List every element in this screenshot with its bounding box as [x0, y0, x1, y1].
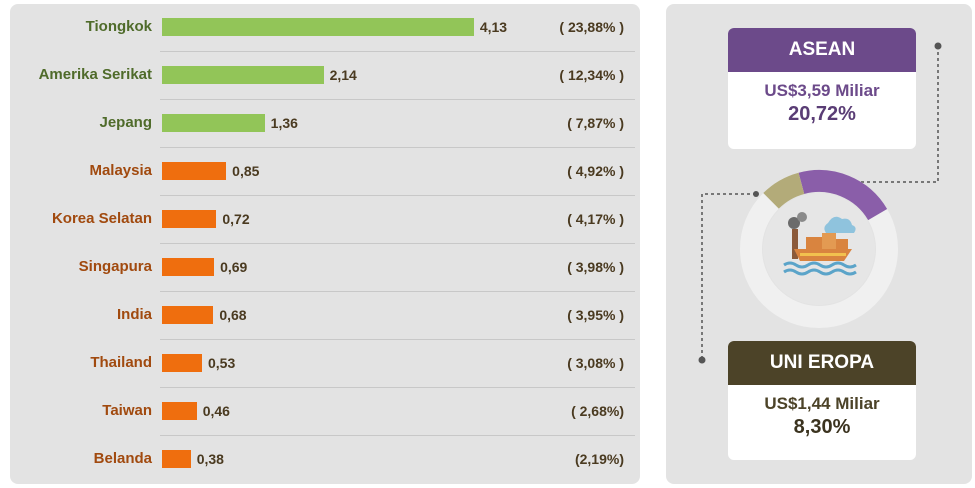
- bar: [162, 66, 324, 84]
- row-divider: [160, 51, 635, 52]
- bar-percent-label: ( 3,98% ): [567, 259, 624, 275]
- bar-percent-label: ( 2,68%): [571, 403, 624, 419]
- bar-value-label: 0,38: [196, 451, 224, 467]
- uni-eropa-title: UNI EROPA: [728, 341, 916, 385]
- bar: [162, 306, 214, 324]
- bar-percent-label: ( 12,34% ): [559, 67, 624, 83]
- uni-eropa-amount: US$1,44 Miliar: [764, 394, 880, 413]
- bar: [162, 450, 191, 468]
- export-bar-chart-panel: Tiongkok 4,13 ( 23,88% ) Amerika Serikat 2,1…: [10, 4, 640, 484]
- bar: [162, 210, 217, 228]
- asean-card: ASEAN US$3,59 Miliar 20,72%: [728, 28, 916, 149]
- asean-percent: 20,72%: [788, 103, 856, 125]
- bar-percent-label: ( 3,95% ): [567, 307, 624, 323]
- row-divider: [160, 339, 635, 340]
- bar-value-label: 0,53: [208, 355, 236, 371]
- donut-segment-asean: [798, 170, 888, 221]
- row-divider: [160, 147, 635, 148]
- row-divider: [160, 99, 635, 100]
- bar-value-label: 0,68: [219, 307, 247, 323]
- bar-label: Jepang: [99, 114, 152, 131]
- bar-percent-label: ( 4,92% ): [567, 163, 624, 179]
- row-divider: [160, 243, 635, 244]
- bar-value-label: 4,13: [479, 19, 508, 35]
- bar-value-label: 2,14: [329, 67, 357, 83]
- bar-label: Belanda: [93, 450, 152, 467]
- bar-label: Taiwan: [102, 402, 152, 419]
- bar: [162, 114, 265, 132]
- row-divider: [160, 435, 635, 436]
- bar-percent-label: (2,19%): [574, 451, 624, 467]
- bar-value-label: 0,46: [202, 403, 230, 419]
- bar-label: India: [116, 306, 152, 323]
- bar-label: Tiongkok: [85, 18, 152, 35]
- bar: [162, 402, 197, 420]
- port-ship-icon: [783, 212, 857, 276]
- bar-value-label: 0,85: [232, 163, 260, 179]
- bar-value-label: 1,36: [270, 115, 298, 131]
- bar-percent-label: ( 3,08% ): [567, 355, 624, 371]
- donut-segment-uni-eropa: [763, 172, 805, 209]
- bar-label: Korea Selatan: [51, 210, 152, 227]
- bar-label: Amerika Serikat: [38, 66, 152, 83]
- asean-amount: US$3,59 Miliar: [764, 81, 880, 100]
- row-divider: [160, 387, 635, 388]
- uni-eropa-card: UNI EROPA US$1,44 Miliar 8,30%: [728, 341, 916, 460]
- bar: [162, 354, 202, 372]
- uni-eropa-percent: 8,30%: [793, 416, 851, 438]
- bar-percent-label: ( 23,88% ): [559, 19, 624, 35]
- bar-label: Malaysia: [89, 162, 152, 179]
- regional-summary-panel: ASEAN US$3,59 Miliar 20,72% UNI EROPA US…: [666, 4, 972, 484]
- bar: [162, 18, 474, 36]
- row-divider: [160, 291, 635, 292]
- bar: [162, 162, 227, 180]
- asean-title: ASEAN: [728, 28, 916, 72]
- row-divider: [160, 195, 635, 196]
- share-donut: [740, 170, 898, 328]
- bar-label: Singapura: [78, 258, 152, 275]
- bar-value-label: 0,69: [220, 259, 248, 275]
- bar-percent-label: ( 7,87% ): [567, 115, 624, 131]
- bar: [162, 258, 215, 276]
- bar-percent-label: ( 4,17% ): [567, 211, 624, 227]
- bar-label: Thailand: [90, 354, 152, 371]
- bar-value-label: 0,72: [222, 211, 250, 227]
